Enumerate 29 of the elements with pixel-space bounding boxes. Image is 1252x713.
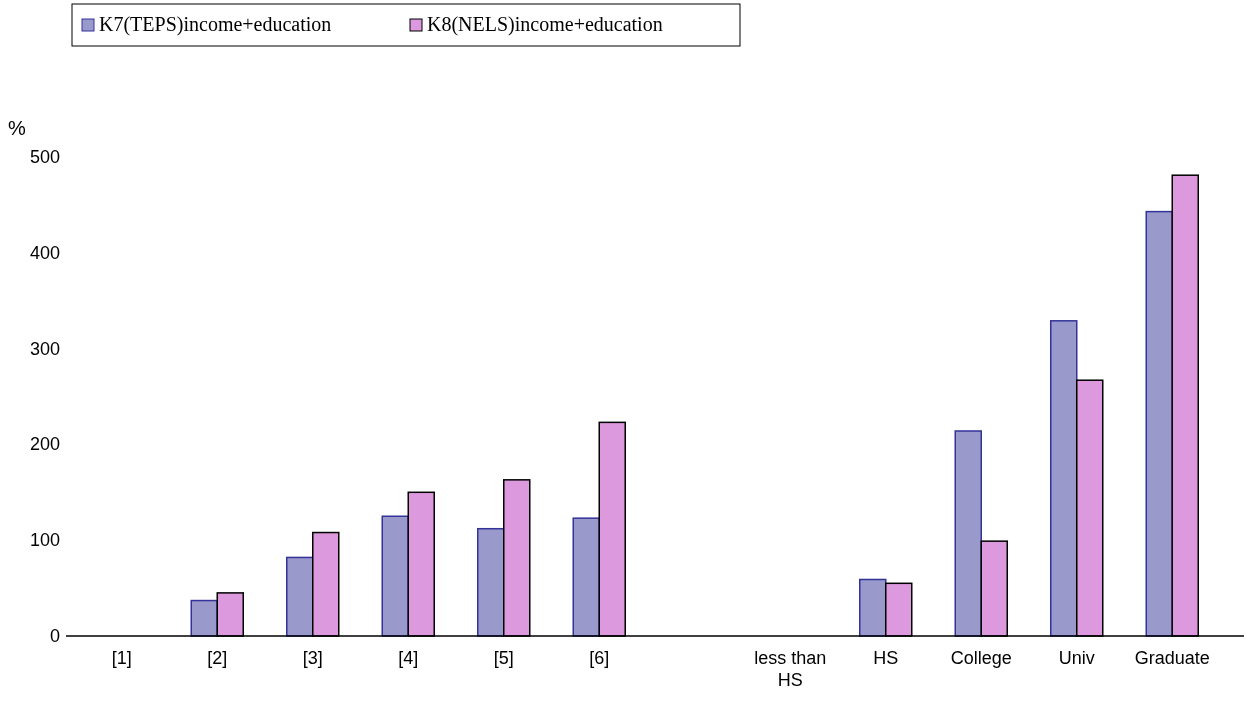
y-tick-label: 500 <box>29 147 60 167</box>
y-tick-label: 400 <box>29 242 60 263</box>
bar <box>572 517 600 637</box>
legend-label: K8(NELS)income+education <box>427 13 663 36</box>
bar <box>190 599 218 637</box>
x-tick-label: [1] <box>111 648 132 668</box>
y-axis-title: % <box>8 117 26 139</box>
x-tick-label: Graduate <box>1134 648 1210 668</box>
x-tick-label: less than HS <box>754 648 827 690</box>
x-tick-label: [3] <box>302 648 323 668</box>
y-tick-label: 200 <box>29 434 60 455</box>
x-tick-label: Univ <box>1058 648 1095 668</box>
x-tick-label: [2] <box>207 648 228 668</box>
bar <box>1145 210 1173 637</box>
x-tick-label: College <box>950 648 1012 668</box>
x-tick-label: HS <box>873 648 899 668</box>
bar <box>477 527 505 637</box>
bar <box>381 515 409 637</box>
y-tick-label: 100 <box>29 530 60 551</box>
x-tick-label: [4] <box>398 648 419 668</box>
bar <box>1050 320 1078 637</box>
bar <box>859 578 887 637</box>
x-tick-label: [6] <box>589 648 610 668</box>
y-tick-label: 300 <box>29 338 60 359</box>
bar <box>286 556 314 637</box>
y-tick-label: 0 <box>49 626 60 646</box>
x-tick-label: [5] <box>493 648 514 668</box>
legend-label: K7(TEPS)income+education <box>99 13 332 36</box>
bar <box>954 430 982 637</box>
